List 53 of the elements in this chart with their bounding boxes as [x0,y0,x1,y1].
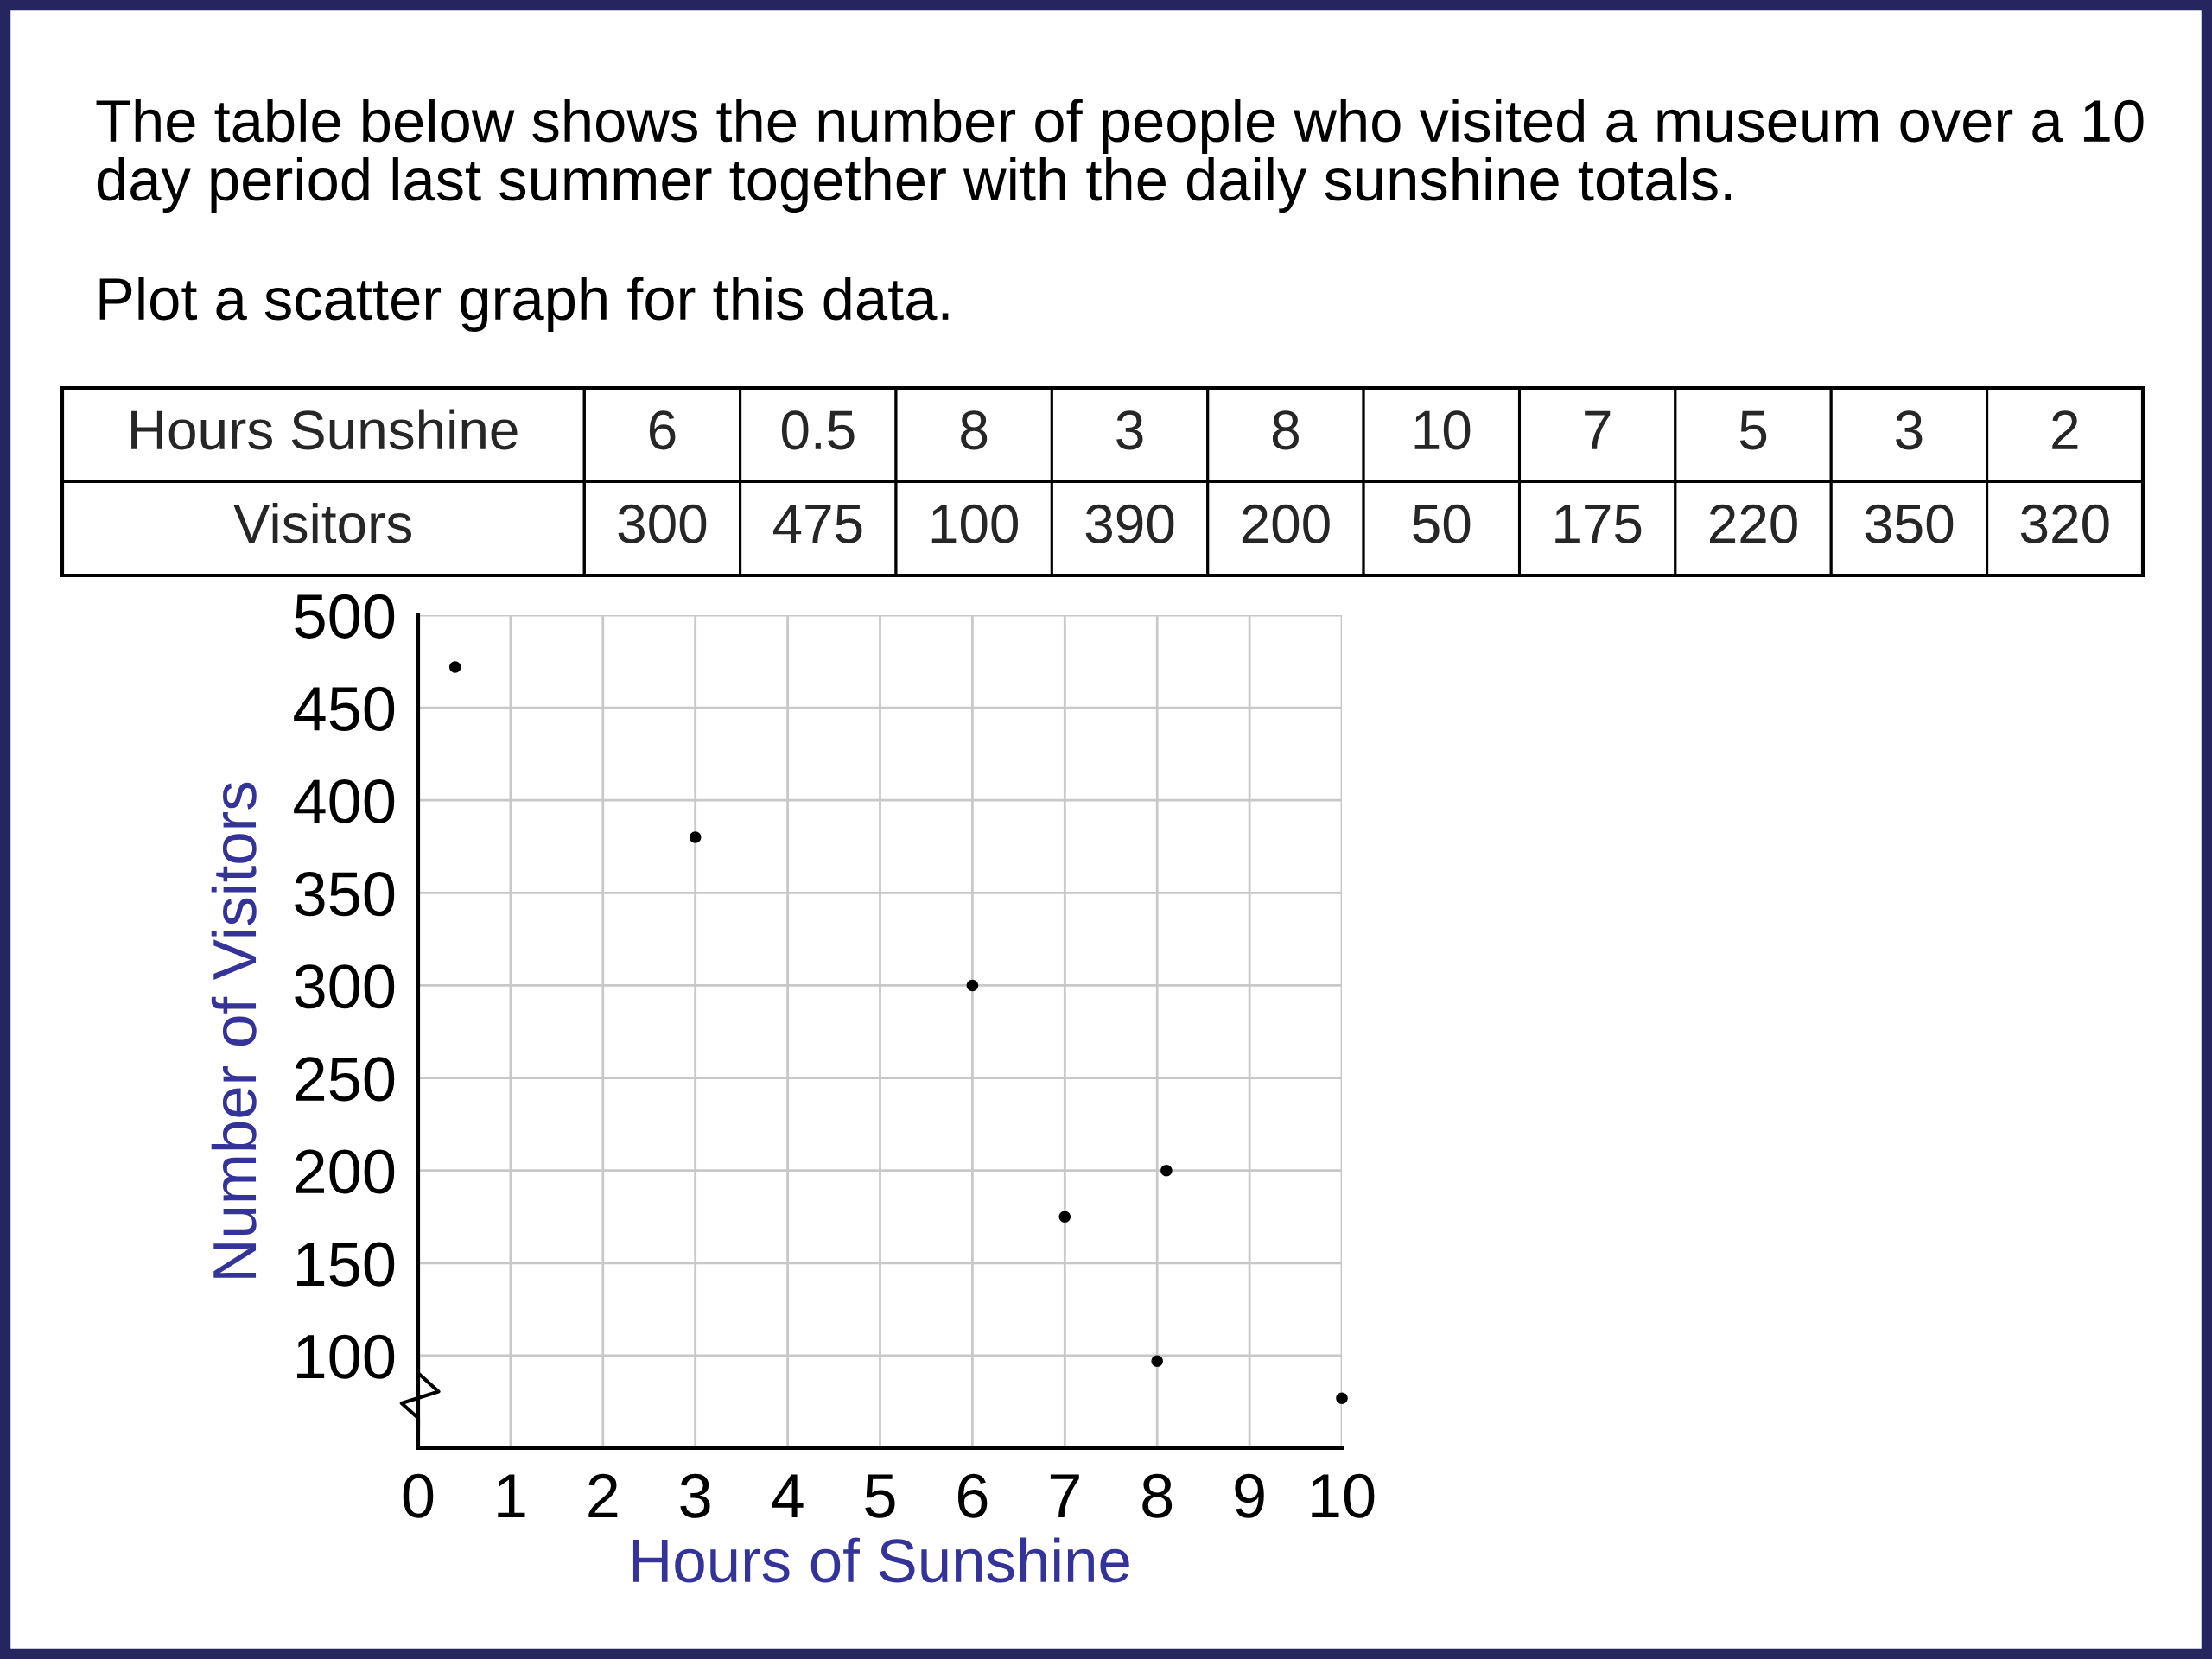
y-tick-label: 200 [296,1149,395,1194]
x-tick-label: 7 [1050,1474,1079,1518]
data-label: 10 [1414,410,1471,450]
x-axis-title: Hours of Sunshine [632,1537,1129,1583]
x-tick-label: 1 [498,1474,525,1518]
data-label: 8 [961,410,988,450]
x-tick-label: 6 [957,1473,988,1518]
data-label: 5 [1739,410,1767,450]
x-tick-label: 4 [772,1474,804,1518]
data-label: 350 [1865,504,1954,543]
data-label: 475 [772,505,862,543]
y-tick-label: 100 [297,1334,395,1379]
y-axis-title: Number of Visitors [211,782,257,1278]
data-label: 7 [1585,410,1611,449]
point [1160,1164,1173,1177]
data-label: 200 [1242,504,1330,543]
data-label: 50 [1413,504,1471,543]
y-tick-label: 150 [297,1242,395,1287]
point [448,661,461,673]
data-label: 300 [618,504,707,543]
y-tick-label: 350 [295,872,395,917]
data-label: 6 [649,410,676,450]
data-label: 175 [1555,505,1642,543]
point [1058,1211,1071,1223]
x-tick-label: 9 [1235,1473,1264,1518]
y-tick-label: 250 [296,1057,395,1102]
x-tick-label: 3 [680,1473,710,1518]
point [966,979,979,992]
data-label: 220 [1709,504,1797,543]
data-label: 8 [1272,410,1299,450]
point [1151,1355,1163,1368]
x-tick-label: 5 [865,1474,895,1518]
point [1336,1392,1348,1404]
y-tick-label: Visitors [233,502,411,543]
y-tick-label: 300 [295,964,395,1009]
data-label: 100 [931,504,1018,543]
y-tick-label: 400 [294,779,395,824]
chart-subtitle: Plot a scatter graph for this data. [99,276,949,333]
y-tick-label: 450 [294,686,395,731]
data-label: 320 [2020,504,2109,543]
data-label: 2 [2052,410,2078,449]
x-tick-label: 2 [588,1473,618,1518]
data-label: 390 [1085,504,1174,543]
data-label: 3 [1116,410,1143,450]
x-tick-label: 8 [1142,1473,1173,1518]
chart-title: The table below shows the number of people who visited a museum over a 10 day period last summer together with the daily sunshine totals. [96,99,2144,213]
data-label: 0.5 [781,410,855,450]
x-tick-label: 10 [1312,1473,1375,1518]
data-label: 3 [1896,410,1923,450]
point [689,831,702,843]
y-tick-label: 500 [295,594,395,639]
y-tick-label: Hours Sunshine [131,409,518,450]
x-tick-label: 0 [403,1473,434,1518]
